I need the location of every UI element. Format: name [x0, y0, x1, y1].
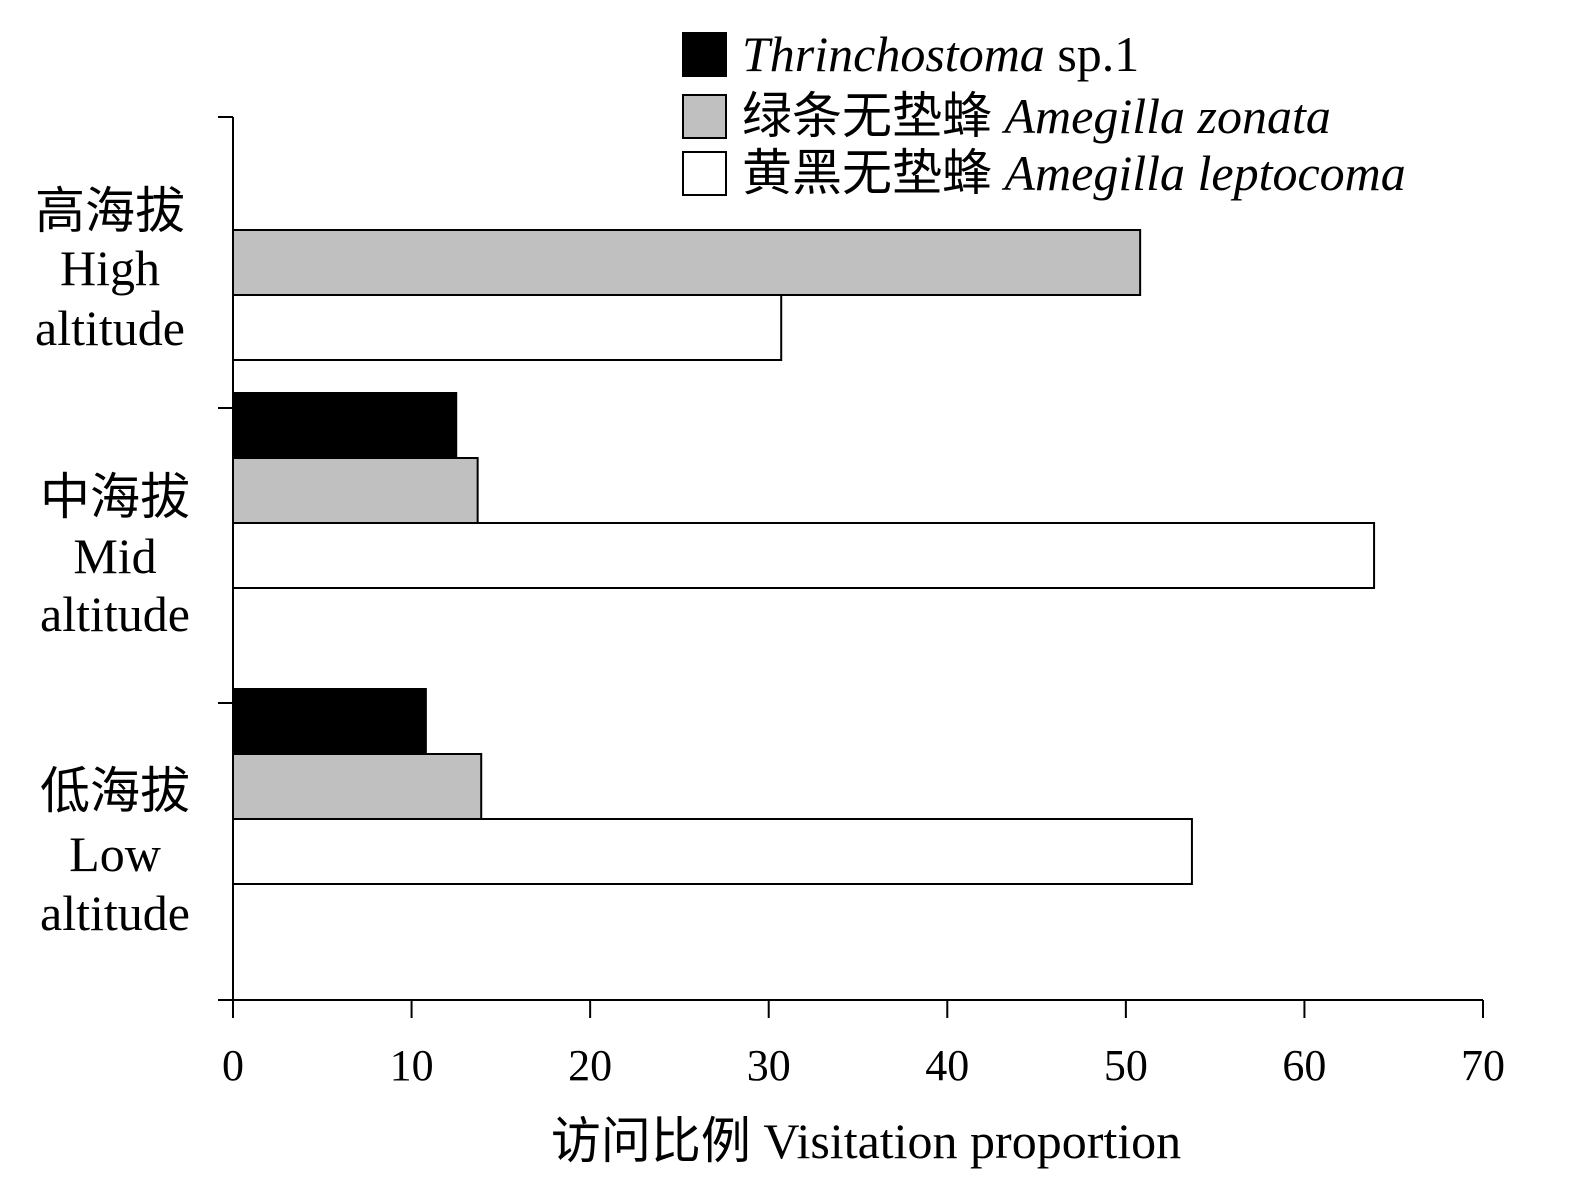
category-label-2-line-1: Low	[69, 826, 161, 882]
x-tick-label-60: 60	[1282, 1041, 1326, 1090]
category-label-1-line-2: altitude	[40, 586, 190, 642]
bar-thrinchostoma-1	[232, 392, 458, 459]
x-axis-label: 访问比例 Visitation proportion	[551, 1113, 1181, 1169]
legend-label-thrinchostoma: Thrinchostoma sp.1	[742, 26, 1139, 82]
x-tick-label-40: 40	[925, 1041, 969, 1090]
bar-zonata-1	[232, 457, 479, 524]
x-tick-label-50: 50	[1104, 1041, 1148, 1090]
bar-zonata-2	[232, 753, 483, 820]
category-label-0-line-2: altitude	[35, 300, 185, 356]
legend-label-leptocoma: 黄黑无垫蜂 Amegilla leptocoma	[742, 145, 1406, 201]
bars-group	[232, 229, 1376, 885]
category-label-1-line-1: Mid	[73, 528, 156, 584]
y-categories-group: 高海拔Highaltitude中海拔Midaltitude低海拔Lowaltit…	[35, 183, 190, 941]
bar-leptocoma-0	[232, 294, 783, 361]
x-tick-label-20: 20	[568, 1041, 612, 1090]
x-tick-label-10: 10	[390, 1041, 434, 1090]
legend: Thrinchostoma sp.1 绿条无垫蜂 Amegilla zonata黄…	[682, 26, 1406, 201]
x-tick-label-0: 0	[222, 1041, 244, 1090]
axes-group	[218, 116, 1483, 1001]
category-label-0-line-0: 高海拔	[35, 183, 185, 239]
legend-swatch-leptocoma	[682, 151, 727, 196]
bar-thrinchostoma-2	[232, 688, 427, 755]
category-label-2-line-0: 低海拔	[40, 763, 190, 819]
x-tick-label-70: 70	[1461, 1041, 1505, 1090]
category-label-2-line-2: altitude	[40, 885, 190, 941]
legend-label-zonata: 绿条无垫蜂 Amegilla zonata	[742, 88, 1331, 144]
legend-swatch-thrinchostoma	[682, 32, 727, 77]
bar-zonata-0	[232, 229, 1142, 296]
legend-swatch-zonata	[682, 94, 727, 139]
category-label-0-line-1: High	[60, 240, 160, 296]
x-tick-label-30: 30	[747, 1041, 791, 1090]
category-label-1-line-0: 中海拔	[40, 469, 190, 525]
x-ticks-group: 0 10 20 30 40 50 60 70	[222, 1000, 1505, 1090]
bar-leptocoma-1	[232, 522, 1376, 589]
bar-leptocoma-2	[232, 818, 1193, 885]
